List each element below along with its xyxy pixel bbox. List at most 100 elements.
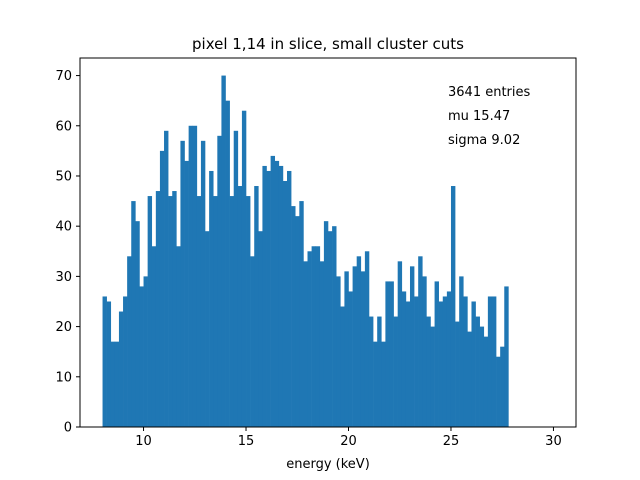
- x-tick-label: 30: [545, 434, 562, 449]
- histogram-bar: [205, 231, 210, 427]
- histogram-bar: [114, 341, 120, 427]
- histogram-bar: [159, 150, 165, 427]
- histogram-bar: [479, 326, 485, 427]
- histogram-bar: [241, 110, 247, 427]
- histogram-bar: [471, 301, 476, 427]
- histogram-bar: [430, 326, 435, 427]
- histogram-bar: [278, 165, 284, 427]
- histogram-bar: [434, 281, 439, 427]
- histogram-bar: [287, 170, 292, 428]
- histogram-bar: [336, 276, 341, 427]
- x-axis-label: energy (keV): [286, 457, 370, 472]
- histogram-bar: [147, 196, 153, 427]
- histogram-bar: [143, 276, 148, 427]
- y-tick-label: 10: [55, 370, 72, 385]
- histogram-bar: [364, 251, 370, 427]
- plot-frame: [79, 57, 577, 428]
- histogram-bar: [356, 256, 362, 427]
- histogram-bar: [164, 130, 169, 428]
- histogram-bar: [151, 246, 157, 427]
- y-tick-label: 40: [55, 220, 72, 235]
- histogram-bar: [450, 186, 456, 427]
- histogram-bar: [274, 160, 280, 427]
- histogram-bar: [360, 271, 366, 427]
- histogram-bar: [303, 261, 308, 427]
- chart-title: pixel 1,14 in slice, small cluster cuts: [192, 35, 464, 53]
- histogram-bar: [446, 291, 452, 427]
- x-tick-label: 15: [238, 434, 255, 449]
- entries-annotation: 3641 entries: [448, 85, 531, 100]
- y-tick-label: 50: [55, 169, 72, 184]
- histogram-bar: [102, 296, 107, 427]
- histogram-bar: [405, 301, 411, 427]
- histogram-bar: [237, 186, 243, 427]
- histogram-bar: [106, 301, 112, 427]
- histogram-bar: [307, 251, 312, 427]
- histogram-bar: [233, 130, 239, 428]
- histogram-bar: [397, 261, 403, 427]
- histogram-bar: [455, 321, 460, 427]
- histogram-bar: [348, 291, 353, 427]
- histogram-bar: [504, 286, 509, 427]
- histogram-bar: [131, 201, 136, 427]
- y-axis-ticks: 0 10 20 30 40 50 60 70: [55, 69, 80, 436]
- histogram-bar: [123, 296, 128, 427]
- histogram-bar: [315, 246, 321, 427]
- histogram-bar: [500, 346, 505, 427]
- histogram-bar: [266, 170, 271, 428]
- histogram-bar: [491, 296, 497, 427]
- histogram-bar: [475, 316, 480, 427]
- histogram-bar: [459, 276, 464, 427]
- y-tick-label: 0: [64, 421, 72, 436]
- histogram-bar: [118, 311, 124, 427]
- histogram-bar: [213, 196, 218, 427]
- histogram-bar: [246, 196, 251, 427]
- histogram-bar: [184, 160, 189, 427]
- histogram-bar: [344, 271, 349, 427]
- histogram-bar: [250, 256, 255, 427]
- x-tick-label: 25: [443, 434, 460, 449]
- histogram-bar: [299, 201, 304, 427]
- histogram-bar: [368, 316, 374, 427]
- histogram-bar: [135, 221, 140, 427]
- histogram-bar: [155, 191, 161, 427]
- y-tick-label: 70: [55, 69, 72, 84]
- histogram-bar: [381, 341, 386, 427]
- histogram-bar: [409, 266, 415, 427]
- histogram-bar: [291, 206, 296, 427]
- histogram-bar: [229, 196, 235, 427]
- histogram-bar: [319, 261, 325, 427]
- histogram-bar: [139, 286, 144, 427]
- histogram-bar: [192, 125, 198, 427]
- x-axis-ticks: 10 15 20 25 30: [135, 427, 562, 449]
- histogram-bar: [323, 221, 329, 427]
- histogram-bar: [422, 276, 427, 427]
- histogram-bar: [110, 341, 116, 427]
- y-tick-label: 60: [55, 119, 72, 134]
- histogram-bar: [295, 216, 300, 427]
- histogram-bar: [168, 196, 173, 427]
- histogram-bar: [217, 135, 222, 427]
- histogram-bar: [225, 100, 230, 428]
- sigma-annotation: sigma 9.02: [448, 133, 520, 148]
- histogram-bar: [467, 331, 472, 427]
- histogram-bar: [426, 316, 431, 427]
- histogram-bar: [385, 281, 390, 427]
- histogram-bar: [180, 140, 185, 427]
- histogram-bar: [393, 316, 398, 427]
- histogram-bar: [352, 266, 357, 427]
- histogram-bar: [254, 186, 259, 427]
- histogram-bar: [414, 296, 419, 427]
- histogram-bar: [389, 281, 394, 427]
- bars-group: [102, 75, 509, 428]
- histogram-bar: [209, 170, 214, 428]
- histogram-bar: [332, 226, 337, 427]
- histogram-bar: [483, 336, 489, 427]
- histogram-bar: [418, 256, 423, 427]
- histogram-bar: [340, 306, 345, 427]
- histogram-bar: [438, 301, 444, 427]
- histogram-bar: [442, 296, 448, 427]
- histogram-bar: [127, 256, 132, 427]
- x-tick-label: 20: [340, 434, 357, 449]
